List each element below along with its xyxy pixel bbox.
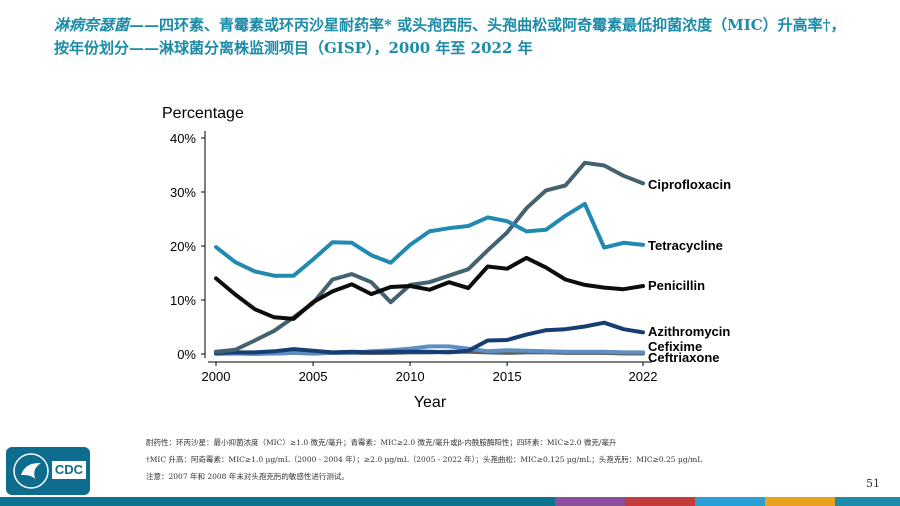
footer-color-bar [0,497,900,506]
title-italic: 淋病奈瑟菌 [54,16,130,34]
series-line-cefixime [214,344,645,356]
series-label-ciprofloxacin: Ciprofloxacin [648,177,731,192]
y-axis-label: Percentage [162,105,244,122]
x-tick-label: 2015 [493,369,522,384]
page-number: 51 [866,477,880,490]
series-label-penicillin: Penicillin [648,278,705,293]
cdc-logo-text: CDC [52,461,86,479]
y-tick-label: 30% [170,185,196,200]
series-line-penicillin [214,255,645,321]
series-label-ceftriaxone: Ceftriaxone [648,350,720,365]
y-axis: 0% 10% 20% 30% 40% [170,131,206,362]
y-tick-label: 40% [170,131,196,146]
y-tick-label: 0% [177,347,196,362]
x-axis: 2000 2005 2010 2015 2022 [202,361,658,384]
footer-segment [625,497,695,506]
footer-segment [555,497,625,506]
y-tick-label: 10% [170,293,196,308]
y-tick-label: 20% [170,239,196,254]
x-axis-label: Year [414,394,447,411]
series-labels: Ciprofloxacin Tetracycline Penicillin Azith… [648,177,731,365]
footnotes: 耐药性：环丙沙星：最小抑菌浓度（MIC）≥1.0 微克/毫升；青霉素：MIC≥2… [146,434,766,485]
title-rest: ——四环素、青霉素或环丙沙星耐药率* 或头孢西肟、头孢曲松或阿奇霉素最低抑菌浓度… [54,16,846,57]
cdc-logo: CDC [6,447,90,495]
footnote-note: 注意：2007 年和 2008 年未对头孢克肟的敏感性进行测试。 [146,472,349,481]
series-lines [214,160,645,356]
footer-segment [190,497,380,506]
footer-segment [695,497,765,506]
slide-title: 淋病奈瑟菌——四环素、青霉素或环丙沙星耐药率* 或头孢西肟、头孢曲松或阿奇霉素最… [54,14,854,60]
series-label-cefixime: Cefixime [648,339,702,354]
x-tick-label: 2022 [629,369,658,384]
footnote-resistance: 耐药性：环丙沙星：最小抑菌浓度（MIC）≥1.0 微克/毫升；青霉素：MIC≥2… [146,438,617,447]
x-tick-label: 2000 [202,369,231,384]
footer-segment [0,497,190,506]
footer-segment [835,497,900,506]
footer-segment [380,497,555,506]
series-line-azithromycin [214,320,645,355]
x-tick-label: 2010 [396,369,425,384]
series-label-tetracycline: Tetracycline [648,238,723,253]
footnote-elevated-mic: †MIC 升高：阿奇霉素：MIC≥1.0 µg/mL（2000 - 2004 年… [146,455,703,464]
footer-segment [765,497,835,506]
hhs-eagle-icon [13,453,49,489]
series-label-azithromycin: Azithromycin [648,324,730,339]
series-line-tetracycline [214,201,645,278]
x-tick-label: 2005 [299,369,328,384]
series-line-ciprofloxacin [214,160,645,354]
